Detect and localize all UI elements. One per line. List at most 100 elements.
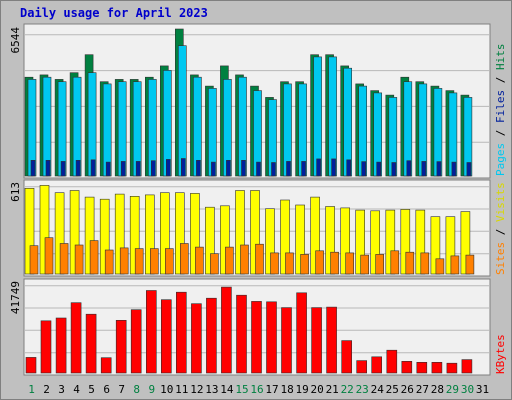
sites-bar bbox=[104, 249, 114, 275]
kbytes-bar bbox=[401, 360, 413, 374]
kbytes-legend: KBytes bbox=[494, 334, 507, 374]
legend-files: Files bbox=[494, 90, 507, 123]
pages-bar bbox=[376, 161, 382, 177]
hits-legend: Pages / Files / Hits bbox=[494, 44, 507, 177]
kbytes-bar bbox=[251, 301, 262, 374]
pages-bar bbox=[105, 161, 111, 177]
kbytes-bar bbox=[356, 360, 368, 374]
day-label: 31 bbox=[476, 383, 489, 396]
day-label: 22 bbox=[341, 383, 354, 396]
visits-bar bbox=[145, 194, 155, 275]
pages-bar bbox=[361, 161, 367, 177]
visits-bar bbox=[69, 190, 80, 275]
sites-bar bbox=[375, 254, 385, 275]
visits-bar bbox=[280, 199, 290, 275]
kbytes-bar bbox=[431, 361, 443, 374]
pages-bar bbox=[406, 160, 412, 177]
sites-bar bbox=[89, 240, 99, 275]
kbytes-bar bbox=[266, 301, 277, 374]
visits-bar bbox=[250, 190, 260, 275]
visits-bar bbox=[370, 210, 381, 275]
pages-bar bbox=[331, 158, 336, 177]
sites-bar bbox=[210, 253, 219, 275]
day-label: 26 bbox=[401, 383, 414, 396]
day-label: 8 bbox=[133, 383, 140, 396]
legend-sep-1: / bbox=[494, 123, 507, 143]
visits-bar bbox=[129, 196, 140, 275]
pages-bar bbox=[286, 161, 291, 177]
sites-bar bbox=[450, 255, 460, 275]
visits-bar bbox=[310, 196, 320, 275]
kbytes-bar bbox=[161, 299, 172, 374]
sites-bar bbox=[255, 243, 264, 275]
pages-bar bbox=[90, 159, 96, 177]
day-label: 11 bbox=[175, 383, 188, 396]
sites-bar bbox=[74, 244, 84, 275]
day-label: 4 bbox=[73, 383, 80, 396]
day-label: 29 bbox=[446, 383, 459, 396]
pages-bar bbox=[436, 161, 442, 177]
visits-legend: Sites / Visits bbox=[494, 182, 507, 275]
kbytes-bar bbox=[236, 294, 247, 374]
kbytes-bar bbox=[40, 320, 52, 374]
pages-bar bbox=[75, 160, 81, 177]
kbytes-bar bbox=[191, 303, 202, 374]
day-label: 24 bbox=[371, 383, 385, 396]
chart-title: Daily usage for April 2023 bbox=[20, 6, 208, 20]
pages-bar bbox=[256, 161, 261, 177]
day-label: 12 bbox=[190, 383, 203, 396]
kbytes-bar bbox=[55, 317, 67, 374]
visits-bar bbox=[114, 193, 125, 275]
kbytes-bar bbox=[311, 307, 322, 374]
bars bbox=[24, 28, 475, 374]
legend-sites: Sites bbox=[494, 242, 507, 275]
visits-bar bbox=[265, 208, 275, 275]
pages-bar bbox=[135, 161, 141, 177]
kbytes-bar bbox=[146, 290, 157, 374]
pages-bar bbox=[241, 160, 246, 177]
kbytes-bar bbox=[296, 292, 307, 374]
day-label: 23 bbox=[356, 383, 369, 396]
day-label: 9 bbox=[148, 383, 155, 396]
kbytes-bar bbox=[85, 313, 97, 374]
files-bar bbox=[313, 56, 322, 177]
pages-bar bbox=[226, 160, 231, 177]
sites-bar bbox=[285, 252, 294, 275]
sites-bar bbox=[119, 247, 129, 275]
sites-bar bbox=[180, 243, 189, 275]
visits-bar bbox=[24, 188, 35, 275]
kbytes-bar bbox=[206, 297, 217, 374]
day-label: 3 bbox=[58, 383, 65, 396]
kbytes-bar bbox=[386, 349, 398, 374]
visits-bar bbox=[220, 205, 230, 275]
legend-pages: Pages bbox=[494, 143, 507, 176]
day-label: 7 bbox=[118, 383, 125, 396]
pages-bar bbox=[196, 160, 201, 177]
pages-bar bbox=[391, 162, 397, 177]
pages-bar bbox=[181, 158, 186, 177]
visits-bar bbox=[385, 209, 396, 275]
visits-bar bbox=[340, 207, 351, 275]
sites-bar bbox=[405, 251, 415, 275]
visits-bar bbox=[460, 211, 471, 275]
kbytes-bar bbox=[326, 306, 337, 374]
pages-bar bbox=[421, 161, 427, 177]
sites-bar bbox=[134, 248, 144, 275]
sites-bar bbox=[390, 250, 400, 275]
day-label: 15 bbox=[235, 383, 248, 396]
visits-bar bbox=[84, 196, 95, 275]
kbytes-bar bbox=[100, 357, 112, 374]
visits-bar bbox=[160, 192, 170, 275]
visits-bar bbox=[190, 193, 200, 275]
sites-bar bbox=[345, 252, 355, 275]
sites-bar bbox=[465, 254, 475, 275]
day-label: 5 bbox=[88, 383, 95, 396]
day-label: 27 bbox=[416, 383, 429, 396]
kbytes-bar bbox=[341, 340, 353, 374]
pages-bar bbox=[316, 158, 321, 177]
pages-bar bbox=[151, 160, 156, 177]
kbytes-axis-max: 41749 bbox=[9, 281, 22, 314]
files-bar bbox=[178, 45, 187, 177]
kbytes-bar bbox=[221, 286, 232, 374]
day-label: 16 bbox=[250, 383, 263, 396]
